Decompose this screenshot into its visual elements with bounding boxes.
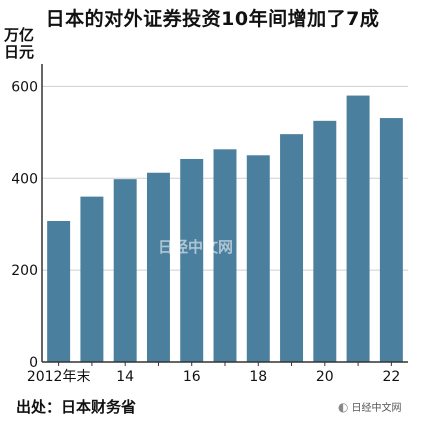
bar-19 bbox=[280, 134, 304, 362]
y-axis-unit-label: 万亿 日元 bbox=[4, 27, 34, 61]
bar-2012年末 bbox=[47, 220, 71, 362]
x-tick-label: 14 bbox=[116, 369, 134, 385]
bar-15 bbox=[146, 172, 170, 362]
y-tick-label: 600 bbox=[11, 79, 38, 95]
watermark-corner: ◐ 日经中文网 bbox=[338, 399, 402, 415]
bar-20 bbox=[313, 120, 337, 362]
y-axis-unit-line2: 日元 bbox=[4, 43, 35, 61]
x-tick-label: 22 bbox=[382, 369, 400, 385]
watermark-corner-text: 日经中文网 bbox=[351, 403, 402, 414]
watermark-center: 日经中文网 bbox=[158, 238, 234, 256]
y-tick-label: 200 bbox=[11, 263, 38, 279]
x-tick-label: 18 bbox=[249, 369, 267, 385]
bar-18 bbox=[246, 155, 270, 362]
bar-17 bbox=[213, 149, 237, 362]
bar-22 bbox=[379, 118, 403, 363]
source-note: 出处：日本财务省 bbox=[16, 398, 137, 416]
y-tick-label: 400 bbox=[11, 171, 38, 187]
chart-title: 日本的对外证券投资10年间增加了7成 bbox=[45, 8, 380, 30]
y-tick-label: 0 bbox=[29, 355, 38, 371]
bar-13 bbox=[80, 196, 104, 362]
wechat-icon: ◐ bbox=[338, 399, 349, 414]
y-axis-unit-line1: 万亿 bbox=[4, 26, 35, 44]
x-tick-label: 20 bbox=[316, 369, 334, 385]
bar-14 bbox=[113, 179, 137, 362]
bar-21 bbox=[346, 95, 370, 362]
bar-16 bbox=[180, 158, 204, 362]
x-tick-label: 2012年末 bbox=[27, 369, 91, 385]
x-tick-label: 16 bbox=[183, 369, 201, 385]
